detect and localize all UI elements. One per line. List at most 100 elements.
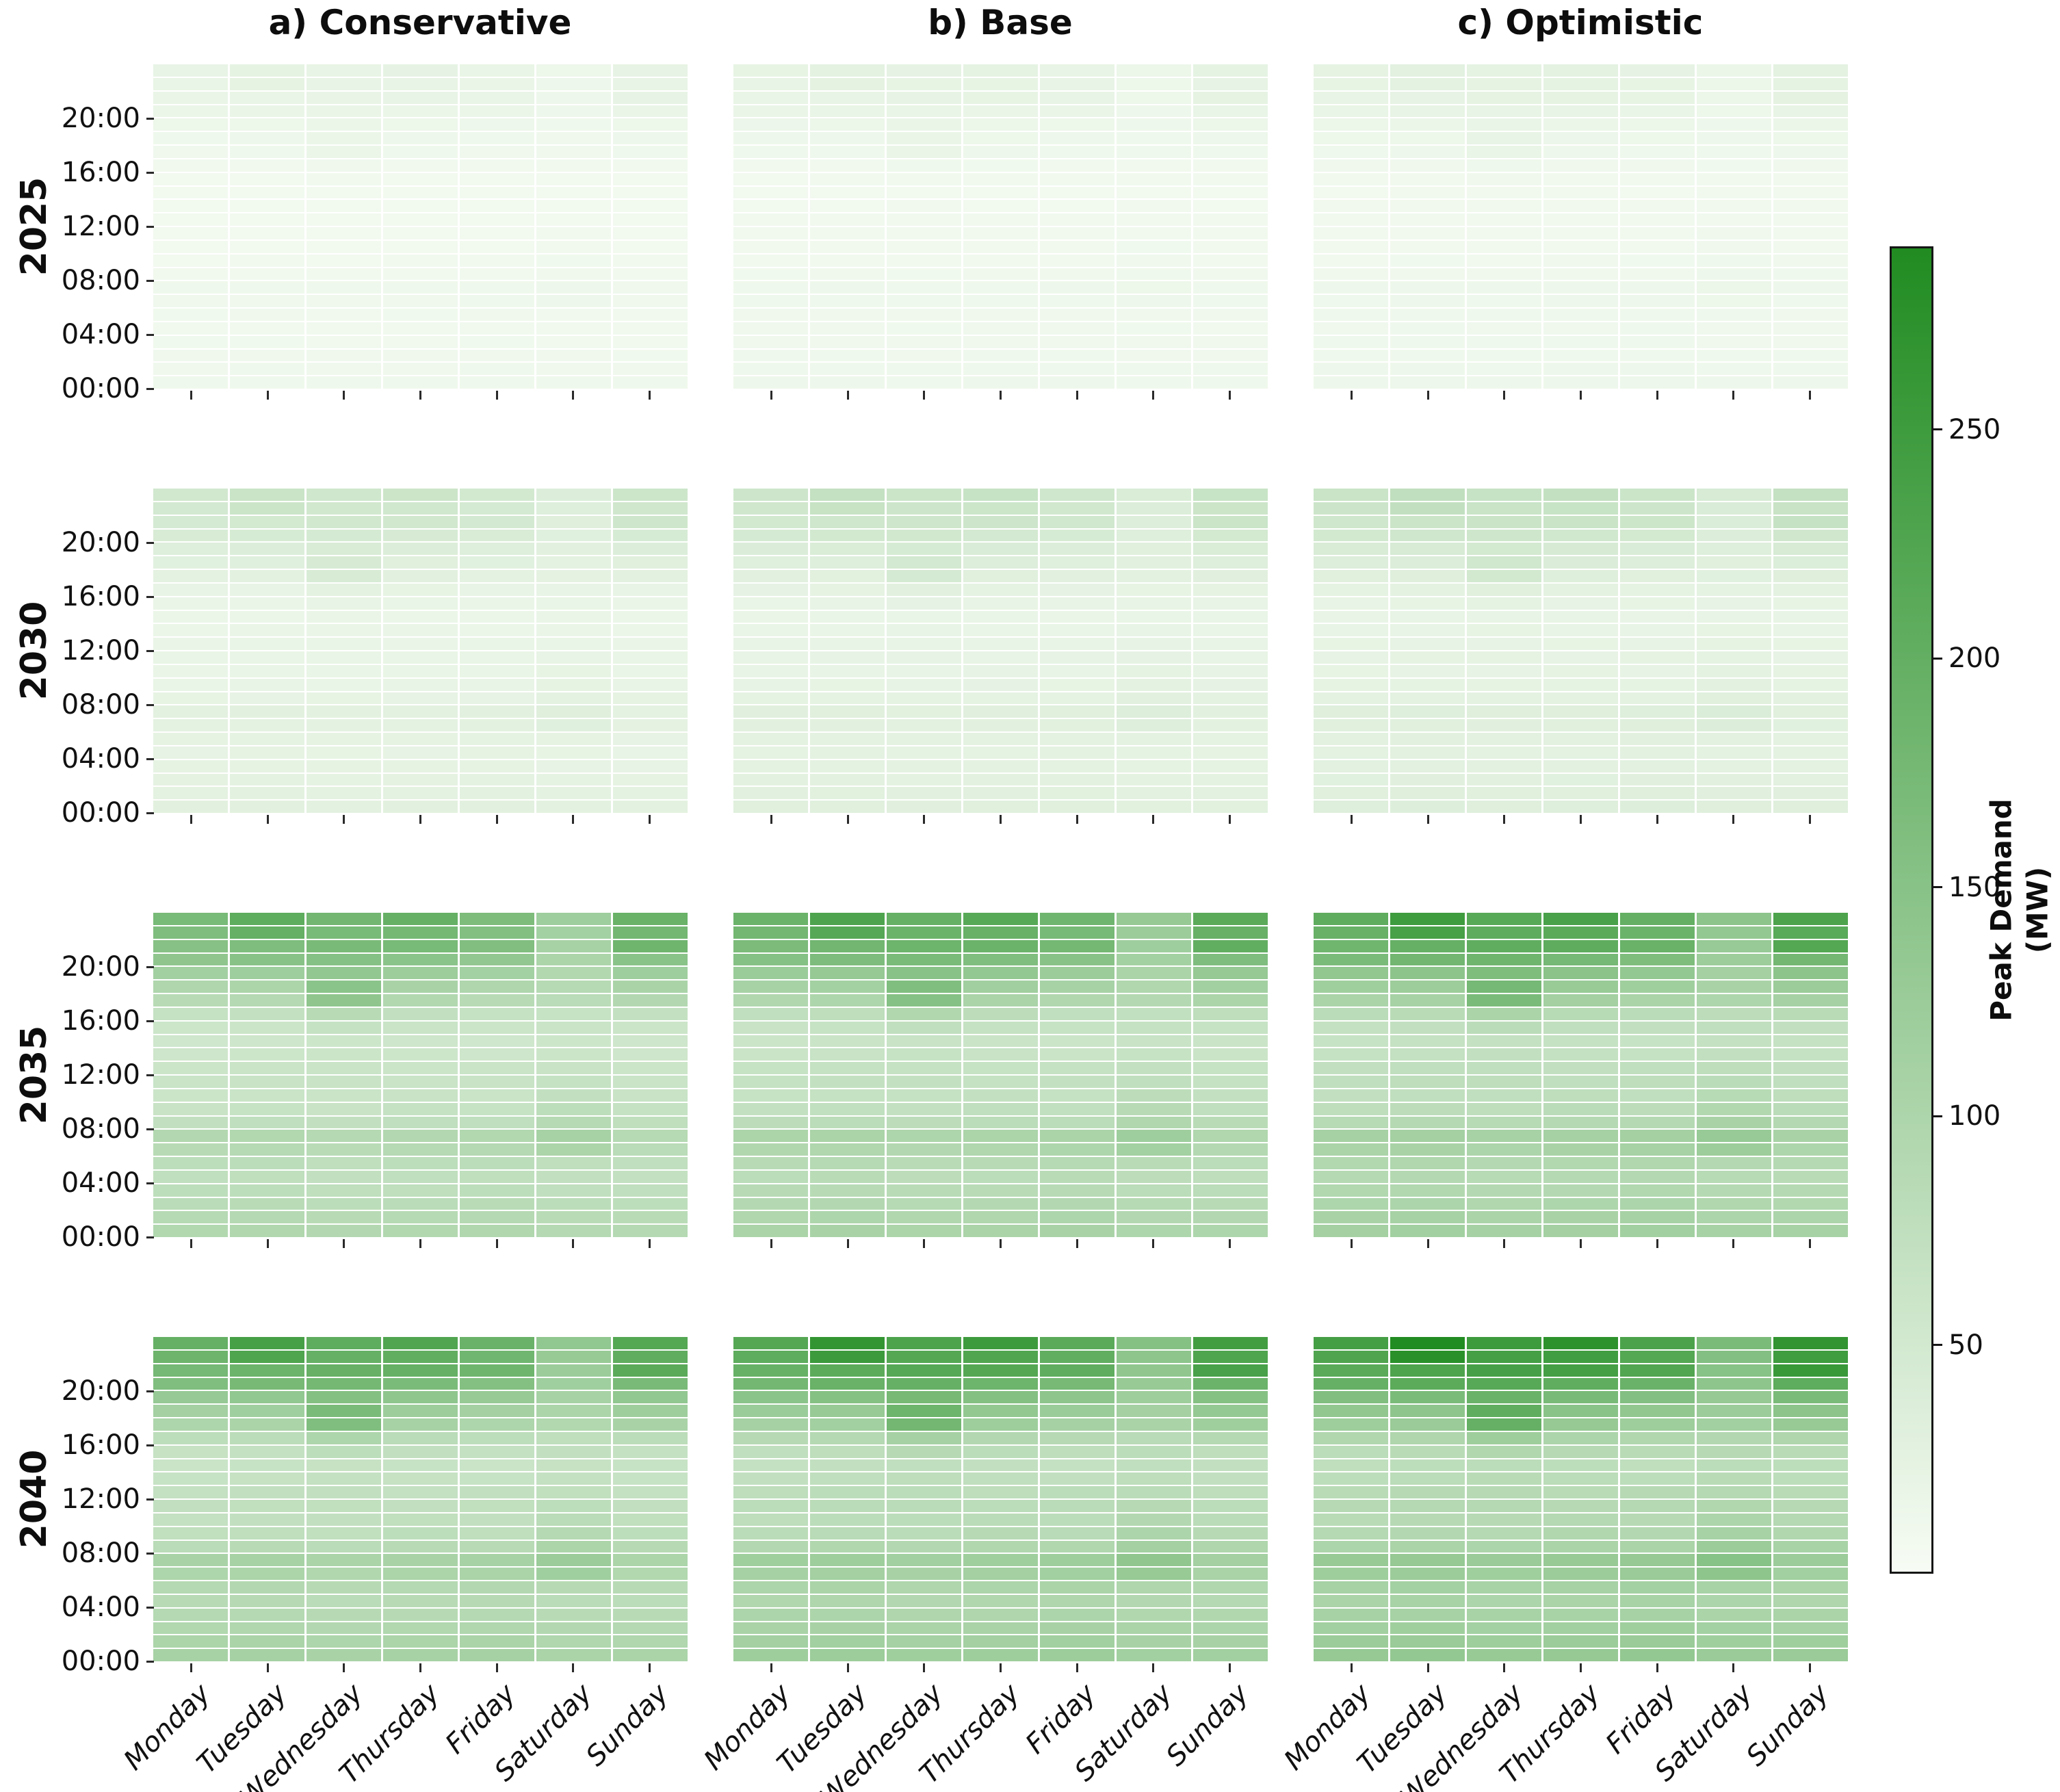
heatmap-cell bbox=[1390, 376, 1465, 389]
heatmap-cell bbox=[733, 159, 808, 172]
heatmap-cell bbox=[1697, 1337, 1771, 1349]
heatmap-cell bbox=[1467, 146, 1541, 158]
heatmap-cell bbox=[153, 254, 228, 267]
heatmap-cell bbox=[460, 1102, 534, 1115]
heatmap-cell bbox=[1543, 1445, 1618, 1458]
heatmap-cell bbox=[1773, 295, 1848, 307]
heatmap-cell bbox=[1314, 1157, 1388, 1169]
heatmap-cell bbox=[536, 1035, 611, 1048]
heatmap-cell bbox=[230, 926, 304, 939]
heatmap-cell bbox=[1117, 146, 1191, 158]
x-tick-mark bbox=[1152, 1239, 1155, 1248]
heatmap-cell bbox=[1314, 213, 1388, 226]
heatmap-cell bbox=[887, 213, 961, 226]
heatmap-cell bbox=[1620, 953, 1695, 966]
heatmap-cell bbox=[733, 118, 808, 131]
heatmap-cell bbox=[1193, 281, 1268, 294]
heatmap-cell bbox=[1620, 1445, 1695, 1458]
x-tick-mark bbox=[343, 1239, 345, 1248]
heatmap-cell bbox=[1193, 1459, 1268, 1472]
heatmap-cell bbox=[733, 1459, 808, 1472]
heatmap-cell bbox=[1697, 335, 1771, 348]
heatmap-cell bbox=[887, 570, 961, 582]
heatmap-cell bbox=[810, 1540, 885, 1553]
heatmap-cell bbox=[383, 1350, 458, 1363]
heatmap-cell bbox=[1117, 515, 1191, 528]
heatmap-cell bbox=[887, 1568, 961, 1580]
heatmap-cell bbox=[1773, 1649, 1848, 1661]
heatmap-cell bbox=[460, 172, 534, 185]
heatmap-cell bbox=[1193, 1116, 1268, 1129]
heatmap-cell bbox=[810, 1021, 885, 1034]
heatmap-cell bbox=[1117, 543, 1191, 556]
heatmap-cell bbox=[1040, 1364, 1114, 1377]
heatmap-cell bbox=[963, 1649, 1038, 1661]
heatmap-cell bbox=[887, 105, 961, 118]
heatmap-cell bbox=[1117, 1418, 1191, 1431]
heatmap-cell bbox=[887, 1116, 961, 1129]
heatmap-cell bbox=[153, 1513, 228, 1526]
heatmap-cell bbox=[1390, 363, 1465, 376]
x-tick-mark bbox=[1732, 391, 1735, 400]
heatmap-cell bbox=[307, 1021, 381, 1034]
heatmap-cell bbox=[1773, 1608, 1848, 1621]
heatmap-cell bbox=[1117, 268, 1191, 281]
heatmap-cell bbox=[230, 1089, 304, 1102]
heatmap-cell bbox=[153, 1350, 228, 1363]
heatmap-cell bbox=[1620, 746, 1695, 759]
heatmap-cell bbox=[1117, 240, 1191, 253]
heatmap-cell bbox=[733, 1102, 808, 1115]
heatmap-cell bbox=[810, 967, 885, 980]
heatmap-cell bbox=[733, 638, 808, 650]
heatmap-cell bbox=[230, 1197, 304, 1210]
heatmap-cell bbox=[887, 349, 961, 362]
heatmap-cell bbox=[733, 967, 808, 980]
heatmap-cell bbox=[1390, 1486, 1465, 1498]
heatmap-cell bbox=[613, 953, 688, 966]
heatmap-cell bbox=[230, 1608, 304, 1621]
heatmap-cell bbox=[1193, 1527, 1268, 1540]
heatmap-cell bbox=[460, 309, 534, 321]
heatmap-cell bbox=[153, 1405, 228, 1417]
heatmap-cell bbox=[383, 953, 458, 966]
heatmap-cell bbox=[1620, 597, 1695, 610]
heatmap-cell bbox=[733, 322, 808, 335]
heatmap-cell bbox=[1040, 1102, 1114, 1115]
heatmap-cell bbox=[1620, 1170, 1695, 1183]
heatmap-cell bbox=[536, 556, 611, 569]
heatmap-cell bbox=[1543, 678, 1618, 691]
heatmap-cell bbox=[810, 638, 885, 650]
heatmap-cell bbox=[153, 489, 228, 501]
heatmap-cell bbox=[383, 570, 458, 582]
heatmap-cell bbox=[887, 159, 961, 172]
x-tick-mark bbox=[1580, 815, 1582, 824]
heatmap-cell bbox=[1620, 543, 1695, 556]
heatmap-cell bbox=[613, 489, 688, 501]
heatmap-cell bbox=[1620, 939, 1695, 952]
heatmap-cell bbox=[1193, 1157, 1268, 1169]
heatmap-cell bbox=[1193, 159, 1268, 172]
heatmap-cell bbox=[460, 1581, 534, 1594]
heatmap-cell bbox=[307, 1445, 381, 1458]
heatmap-cell bbox=[613, 994, 688, 1007]
heatmap-cell bbox=[1543, 556, 1618, 569]
heatmap-cell bbox=[383, 1197, 458, 1210]
heatmap-cell bbox=[460, 1170, 534, 1183]
heatmap-cell bbox=[1543, 1554, 1618, 1567]
heatmap-cell bbox=[536, 281, 611, 294]
heatmap-cell bbox=[153, 787, 228, 800]
heatmap-cell bbox=[1467, 1007, 1541, 1020]
heatmap-cell bbox=[307, 705, 381, 718]
heatmap-cell bbox=[1773, 543, 1848, 556]
heatmap-cell bbox=[307, 1048, 381, 1061]
heatmap-cell bbox=[536, 1486, 611, 1498]
x-tick-mark bbox=[1808, 1663, 1811, 1672]
heatmap-cell bbox=[1620, 1143, 1695, 1156]
heatmap-cell bbox=[1040, 773, 1114, 786]
heatmap-cell bbox=[383, 773, 458, 786]
heatmap-cell bbox=[1390, 583, 1465, 596]
heatmap-cell bbox=[1697, 610, 1771, 623]
heatmap-cell bbox=[230, 1445, 304, 1458]
heatmap-cell bbox=[383, 1211, 458, 1224]
heatmap-cell bbox=[1620, 1102, 1695, 1115]
